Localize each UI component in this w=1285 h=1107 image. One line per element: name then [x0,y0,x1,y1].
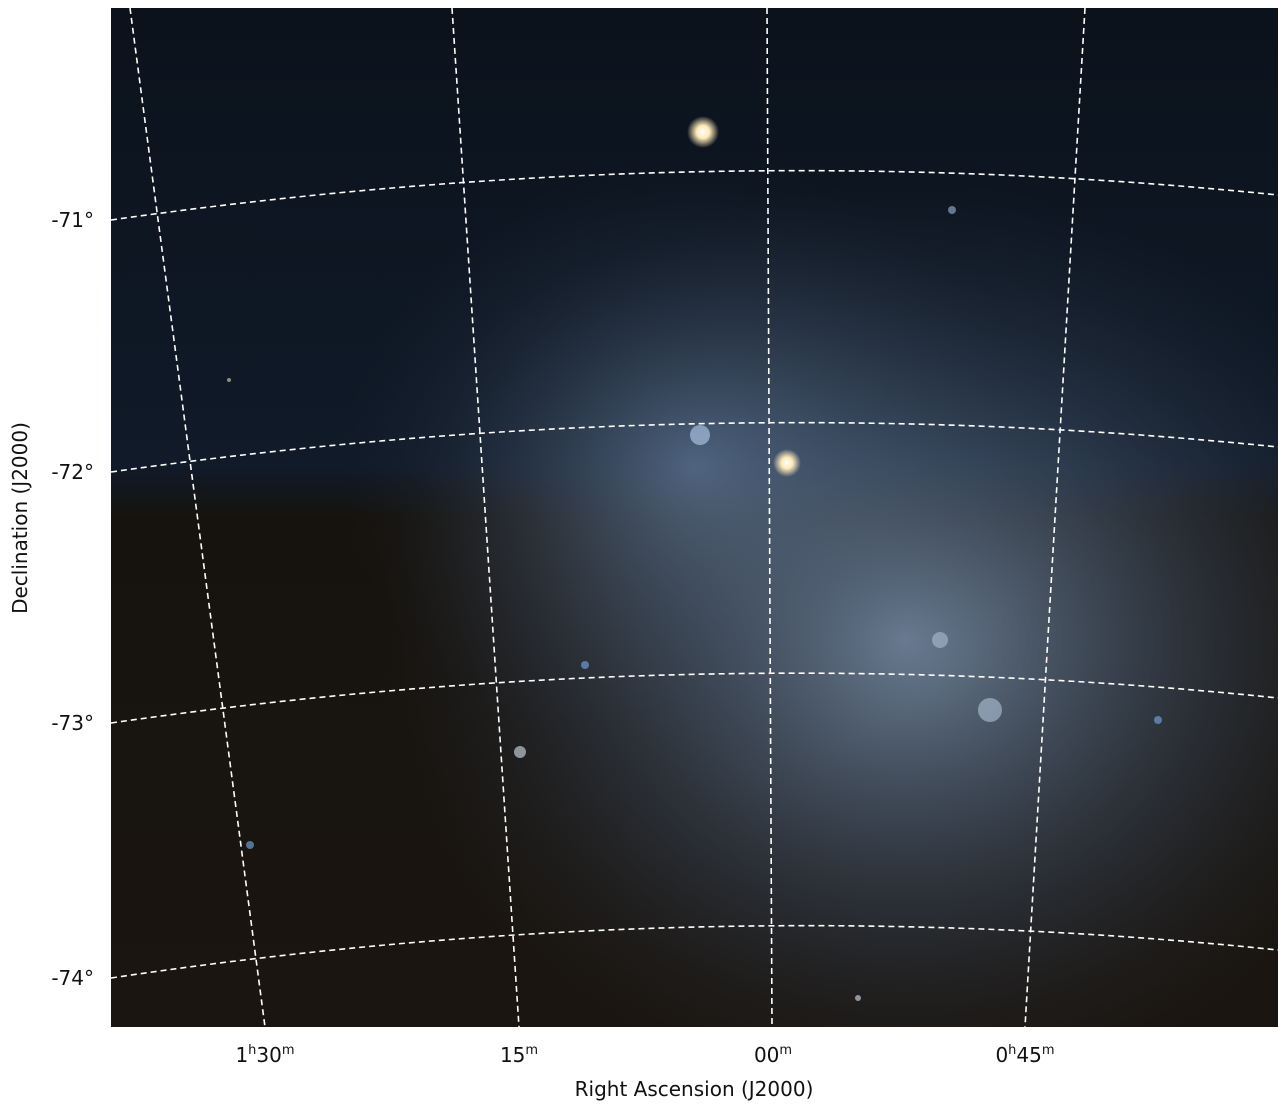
minutes-unit: m [1042,1043,1055,1058]
minutes: 30 [256,1043,281,1067]
y-tick-label: -73° [51,711,94,735]
y-tick-label: -71° [51,208,94,232]
hours: 0 [995,1043,1008,1067]
x-tick-label: 1h30m [235,1043,294,1067]
y-tick-label: -74° [51,966,94,990]
hours: 1 [235,1043,248,1067]
x-tick-labels: 1h30m 15m 00m 0h45m [235,1043,1054,1067]
minutes-unit: m [779,1043,792,1058]
minutes-unit: m [282,1043,295,1058]
y-axis-label: Declination (J2000) [8,422,32,614]
x-tick-label: 0h45m [995,1043,1054,1067]
minutes: 00 [754,1043,779,1067]
minutes-unit: m [525,1043,538,1058]
coordinate-grid [110,7,1279,1028]
minutes: 15 [500,1043,525,1067]
y-tick-labels: -71° -72° -73° -74° [51,208,94,990]
x-tick-label: 00m [754,1043,792,1067]
y-tick-label: -72° [51,460,94,484]
hours-unit: h [1008,1043,1016,1058]
minutes: 45 [1016,1043,1041,1067]
x-axis-label: Right Ascension (J2000) [575,1077,814,1101]
x-tick-label: 15m [500,1043,538,1067]
sky-image [111,8,1278,1027]
hours-unit: h [248,1043,256,1058]
